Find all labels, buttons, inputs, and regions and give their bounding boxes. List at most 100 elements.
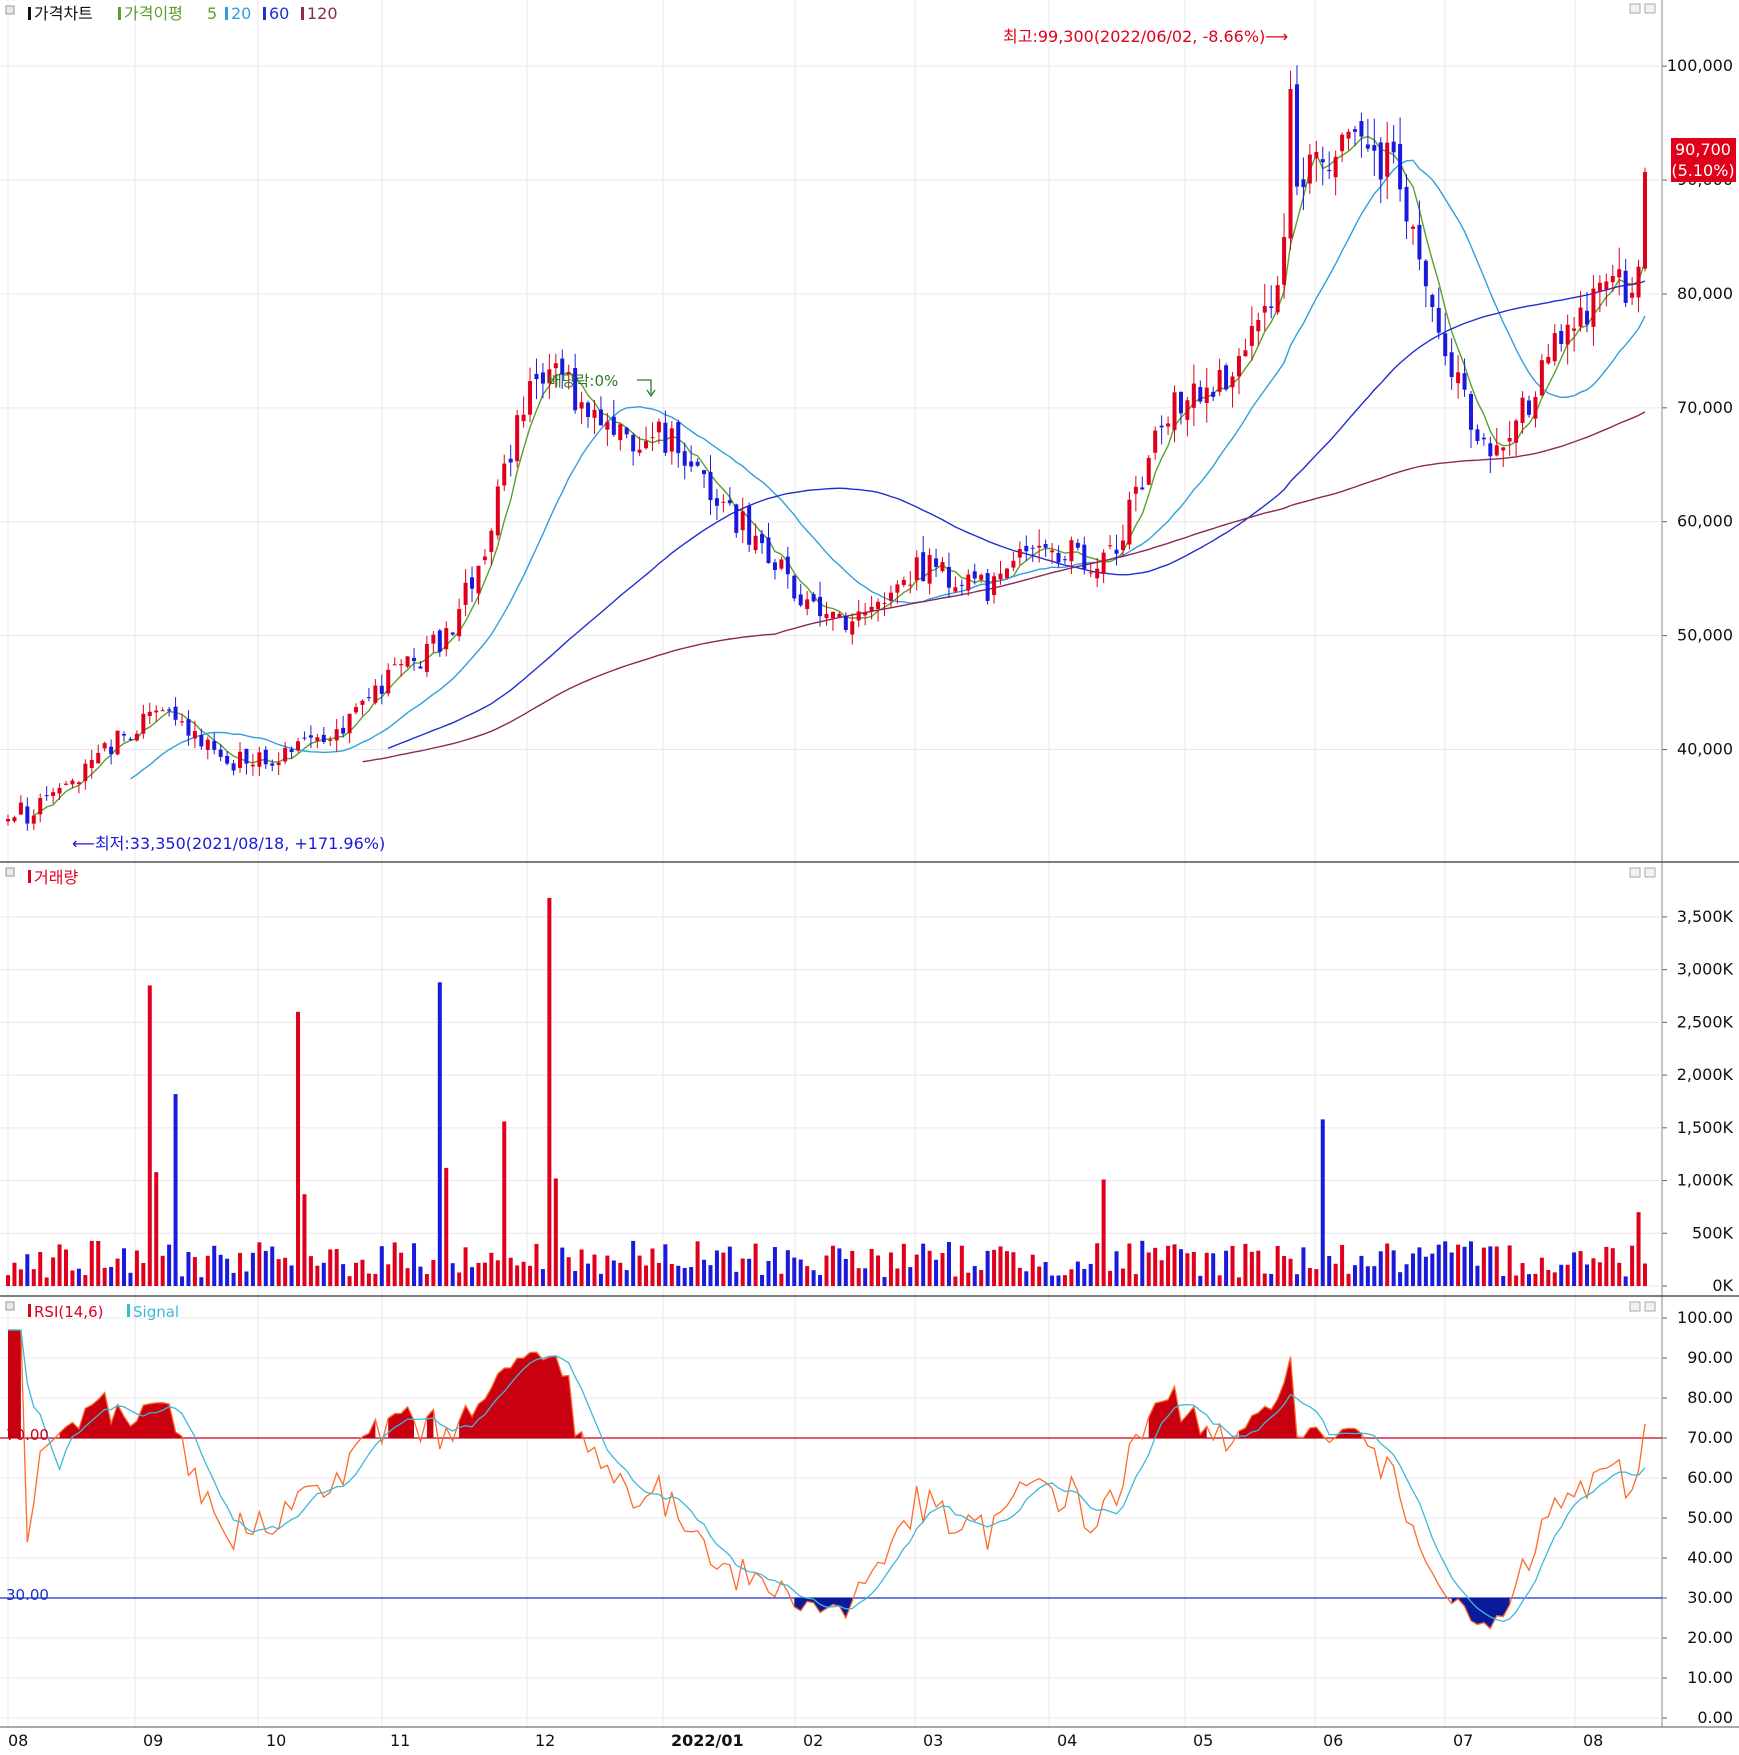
volume-bar (1082, 1268, 1087, 1286)
candle-body (1333, 156, 1338, 178)
volume-bar (566, 1257, 571, 1286)
volume-bar (38, 1252, 43, 1286)
price-panel-controls[interactable] (1629, 3, 1656, 14)
volume-bar (180, 1276, 185, 1286)
candle-body (1346, 131, 1351, 139)
candle-body (1166, 423, 1171, 427)
candle-body (1565, 324, 1570, 345)
candle-body (1011, 560, 1016, 568)
volume-bar (76, 1268, 81, 1286)
candle-body (747, 505, 752, 545)
close-icon[interactable] (1644, 1301, 1656, 1312)
volume-bar (296, 1011, 301, 1286)
candle-body (914, 557, 919, 581)
candle-body (1056, 552, 1061, 563)
close-icon[interactable] (1644, 3, 1656, 14)
rsi-tick-label: 30.00 (1687, 1588, 1733, 1607)
volume-bar (695, 1241, 700, 1286)
volume-bar (1456, 1244, 1461, 1286)
x-axis: 08 09 10 11 12 2022/01 02 03 04 05 06 07 08 (8, 1731, 1603, 1750)
close-icon[interactable] (1644, 867, 1656, 878)
x-tick-label: 05 (1193, 1731, 1213, 1750)
volume-bar (263, 1250, 268, 1286)
volume-bar (437, 982, 442, 1286)
volume-bar (1043, 1262, 1048, 1286)
candle-body (901, 580, 906, 585)
volume-bar (238, 1252, 243, 1286)
volume-bar (321, 1262, 326, 1286)
candle-body (1249, 325, 1254, 346)
candle-body (888, 592, 893, 601)
x-tick-label: 09 (143, 1731, 163, 1750)
candle-body (160, 710, 165, 712)
candle-body (1062, 559, 1067, 561)
candle-body (966, 574, 971, 591)
candle-body (1488, 443, 1493, 457)
candle-body (772, 562, 777, 570)
candle-body (457, 609, 462, 637)
candle-body (154, 710, 159, 713)
annotation-dividend: 배당락:0% (548, 372, 618, 390)
volume-bar (772, 1247, 777, 1286)
volume-bar (1185, 1253, 1190, 1286)
legend-volume: 거래량 (34, 868, 78, 887)
candle-body (418, 666, 423, 669)
volume-bar (676, 1265, 681, 1286)
volume-bar (283, 1257, 288, 1286)
ma20-line (130, 159, 1646, 780)
candle-body (1030, 547, 1035, 549)
candle-body (180, 721, 185, 723)
volume-bar (714, 1250, 719, 1286)
minimize-icon[interactable] (1629, 1301, 1641, 1312)
candle-body (122, 733, 127, 736)
volume-bar (1101, 1179, 1106, 1286)
legend-price-chart: 가격차트 (34, 4, 93, 23)
candle-body (57, 787, 62, 794)
rsi-legend: RSI(14,6) Signal 70.00 30.00 (5, 1301, 1656, 1604)
volume-bar (1398, 1272, 1403, 1286)
volume-bar (1198, 1275, 1203, 1286)
volume-bar (218, 1254, 223, 1286)
candle-body (1559, 330, 1564, 344)
volume-bar (405, 1268, 410, 1286)
candle-body (1314, 151, 1319, 159)
candle-body (115, 730, 120, 755)
volume-bar (644, 1265, 649, 1286)
volume-legend: 거래량 (5, 867, 1656, 887)
rsi-tick-label: 80.00 (1687, 1388, 1733, 1407)
volume-bar (444, 1167, 449, 1286)
volume-tick-label: 1,000K (1677, 1171, 1734, 1190)
minimize-icon[interactable] (1629, 867, 1641, 878)
candle-body (843, 616, 848, 630)
volume-bar (540, 1269, 545, 1286)
candle-body (946, 566, 951, 588)
volume-bar (1294, 1274, 1299, 1286)
volume-bar (1037, 1266, 1042, 1286)
candle-body (1584, 310, 1589, 325)
candle-body (560, 358, 565, 375)
candle-body (25, 806, 30, 824)
legend-signal: Signal (133, 1303, 179, 1321)
candle-body (979, 574, 984, 580)
rsi-tick-label: 20.00 (1687, 1628, 1733, 1647)
candle-body (1153, 430, 1158, 453)
candle-body (824, 613, 829, 619)
candle-body (1597, 282, 1602, 292)
volume-tick-label: 3,000K (1677, 960, 1734, 979)
candle-body (850, 621, 855, 635)
candle-body (502, 463, 507, 486)
volume-bar (489, 1252, 494, 1286)
volume-bar (1095, 1243, 1100, 1286)
candle-body (1449, 352, 1454, 378)
candle-body (1404, 186, 1409, 222)
candle-body (1088, 572, 1093, 574)
volume-bar (830, 1245, 835, 1286)
volume-bar (418, 1266, 423, 1286)
candle-body (1262, 306, 1267, 313)
volume-bar (966, 1272, 971, 1286)
volume-bar (979, 1270, 984, 1286)
minimize-icon[interactable] (1629, 3, 1641, 14)
volume-bar (244, 1271, 249, 1286)
candle-body (1159, 425, 1164, 428)
